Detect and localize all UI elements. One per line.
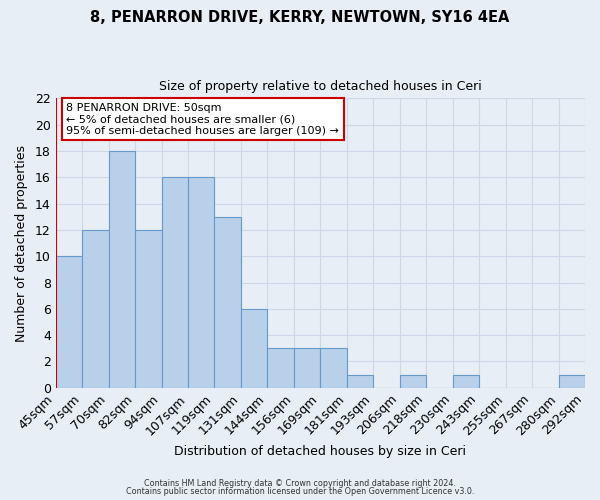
Text: 8, PENARRON DRIVE, KERRY, NEWTOWN, SY16 4EA: 8, PENARRON DRIVE, KERRY, NEWTOWN, SY16 … xyxy=(91,10,509,25)
Y-axis label: Number of detached properties: Number of detached properties xyxy=(15,144,28,342)
Bar xyxy=(56,256,82,388)
Bar xyxy=(347,374,373,388)
Bar xyxy=(161,178,188,388)
Text: 8 PENARRON DRIVE: 50sqm
← 5% of detached houses are smaller (6)
95% of semi-deta: 8 PENARRON DRIVE: 50sqm ← 5% of detached… xyxy=(66,102,339,136)
Bar xyxy=(241,309,268,388)
Bar xyxy=(559,374,585,388)
Text: Contains public sector information licensed under the Open Government Licence v3: Contains public sector information licen… xyxy=(126,487,474,496)
Bar xyxy=(109,151,135,388)
X-axis label: Distribution of detached houses by size in Ceri: Distribution of detached houses by size … xyxy=(175,444,466,458)
Bar xyxy=(320,348,347,388)
Title: Size of property relative to detached houses in Ceri: Size of property relative to detached ho… xyxy=(159,80,482,93)
Bar xyxy=(452,374,479,388)
Bar xyxy=(188,178,214,388)
Text: Contains HM Land Registry data © Crown copyright and database right 2024.: Contains HM Land Registry data © Crown c… xyxy=(144,478,456,488)
Bar xyxy=(214,216,241,388)
Bar xyxy=(268,348,294,388)
Bar xyxy=(400,374,426,388)
Bar xyxy=(294,348,320,388)
Bar xyxy=(135,230,161,388)
Bar xyxy=(82,230,109,388)
